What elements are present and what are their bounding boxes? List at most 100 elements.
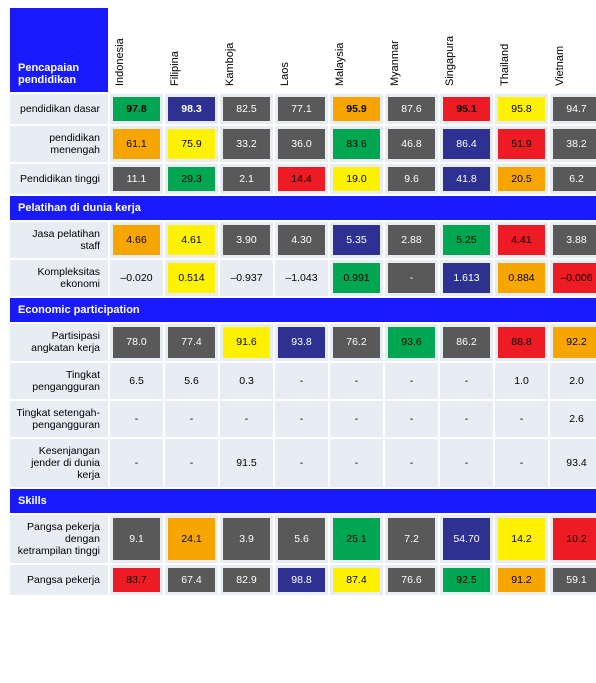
table-row: pendidikan dasar97.898.382.577.195.987.6… xyxy=(10,94,596,124)
cell-chip: - xyxy=(333,442,380,484)
data-cell: 76.2 xyxy=(330,324,383,360)
cell-chip: 54.70 xyxy=(443,518,490,560)
cell-chip: 82.5 xyxy=(223,97,270,121)
data-cell: - xyxy=(110,401,163,437)
row-label: Pendidikan tinggi xyxy=(10,164,108,194)
cell-chip: 91.6 xyxy=(223,327,270,357)
cell-chip: - xyxy=(168,442,215,484)
cell-chip: 11.1 xyxy=(113,167,160,191)
cell-chip: 20.5 xyxy=(498,167,545,191)
data-cell: –1.043 xyxy=(275,260,328,296)
row-label: Jasa pelatihan staff xyxy=(10,222,108,258)
cell-chip: 25.1 xyxy=(333,518,380,560)
data-cell: - xyxy=(440,439,493,487)
cell-chip: 0.884 xyxy=(498,263,545,293)
cell-chip: 95.8 xyxy=(498,97,545,121)
cell-chip: - xyxy=(498,404,545,434)
cell-chip: 93.4 xyxy=(553,442,596,484)
column-header-label: Myanmar xyxy=(389,40,401,86)
cell-chip: - xyxy=(443,404,490,434)
column-header-label: Singapura xyxy=(444,36,456,86)
cell-chip: - xyxy=(388,404,435,434)
data-cell: 33.2 xyxy=(220,126,273,162)
table-row: Tingkat setengah-pengangguran--------2.6 xyxy=(10,401,596,437)
cell-chip: 14.4 xyxy=(278,167,325,191)
data-cell: 61.1 xyxy=(110,126,163,162)
column-header-label: Filipina xyxy=(169,51,181,86)
data-cell: 59.1 xyxy=(550,565,596,595)
cell-chip: 86.2 xyxy=(443,327,490,357)
data-cell: –0.006 xyxy=(550,260,596,296)
column-header-label: Laos xyxy=(279,62,291,86)
section-header: Economic participation xyxy=(10,298,596,322)
data-cell: 82.9 xyxy=(220,565,273,595)
cell-chip: 5.35 xyxy=(333,225,380,255)
cell-chip: - xyxy=(333,404,380,434)
section-header: Skills xyxy=(10,489,596,513)
data-cell: 93.8 xyxy=(275,324,328,360)
column-header-label: Indonesia xyxy=(114,38,126,86)
cell-chip: 67.4 xyxy=(168,568,215,592)
column-header: Filipina xyxy=(165,8,218,92)
data-cell: 9.6 xyxy=(385,164,438,194)
cell-chip: 0.991 xyxy=(333,263,380,293)
data-cell: 6.2 xyxy=(550,164,596,194)
data-cell: - xyxy=(495,401,548,437)
table-row: Kompleksitas ekonomi–0.0200.514–0.937–1.… xyxy=(10,260,596,296)
data-cell: 1.0 xyxy=(495,363,548,399)
data-cell: –0.020 xyxy=(110,260,163,296)
column-header: Singapura xyxy=(440,8,493,92)
row-label: Partisipasi angkatan kerja xyxy=(10,324,108,360)
data-cell: 51.9 xyxy=(495,126,548,162)
data-cell: 77.4 xyxy=(165,324,218,360)
data-cell: 5.6 xyxy=(275,515,328,563)
cell-chip: - xyxy=(388,366,435,396)
row-label: Pangsa pekerja xyxy=(10,565,108,595)
cell-chip: 83.7 xyxy=(113,568,160,592)
cell-chip: 61.1 xyxy=(113,129,160,159)
cell-chip: –1.043 xyxy=(278,263,325,293)
data-cell: 7.2 xyxy=(385,515,438,563)
cell-chip: –0.006 xyxy=(553,263,596,293)
cell-chip: 3.90 xyxy=(223,225,270,255)
cell-chip: 4.66 xyxy=(113,225,160,255)
data-cell: 87.4 xyxy=(330,565,383,595)
data-cell: 98.3 xyxy=(165,94,218,124)
data-cell: 3.9 xyxy=(220,515,273,563)
table-row: Pangsa pekerja83.767.482.998.887.476.692… xyxy=(10,565,596,595)
data-cell: - xyxy=(275,401,328,437)
cell-chip: 38.2 xyxy=(553,129,596,159)
data-cell: 91.6 xyxy=(220,324,273,360)
cell-chip: 3.88 xyxy=(553,225,596,255)
cell-chip: 2.6 xyxy=(553,404,596,434)
column-header: Malaysia xyxy=(330,8,383,92)
cell-chip: 2.88 xyxy=(388,225,435,255)
cell-chip: 97.8 xyxy=(113,97,160,121)
cell-chip: 4.30 xyxy=(278,225,325,255)
data-cell: 88.8 xyxy=(495,324,548,360)
cell-chip: 4.41 xyxy=(498,225,545,255)
data-cell: - xyxy=(275,439,328,487)
row-label: Tingkat setengah-pengangguran xyxy=(10,401,108,437)
data-cell: - xyxy=(385,401,438,437)
cell-chip: 77.1 xyxy=(278,97,325,121)
data-cell: 4.61 xyxy=(165,222,218,258)
cell-chip: - xyxy=(443,366,490,396)
cell-chip: - xyxy=(278,442,325,484)
cell-chip: 92.2 xyxy=(553,327,596,357)
cell-chip: 87.4 xyxy=(333,568,380,592)
data-cell: 5.25 xyxy=(440,222,493,258)
data-cell: 92.5 xyxy=(440,565,493,595)
corner-header: Pencapaian pendidikan xyxy=(10,8,108,92)
data-cell: 76.6 xyxy=(385,565,438,595)
cell-chip: - xyxy=(278,404,325,434)
row-label: pendidikan menengah xyxy=(10,126,108,162)
row-label: Kompleksitas ekonomi xyxy=(10,260,108,296)
table-row: Tingkat pengangguran6.55.60.3----1.02.0 xyxy=(10,363,596,399)
data-cell: - xyxy=(220,401,273,437)
table-head: Pencapaian pendidikan IndonesiaFilipinaK… xyxy=(10,8,596,92)
cell-chip: 5.6 xyxy=(278,518,325,560)
data-cell: 93.6 xyxy=(385,324,438,360)
cell-chip: - xyxy=(333,366,380,396)
cell-chip: 91.5 xyxy=(223,442,270,484)
